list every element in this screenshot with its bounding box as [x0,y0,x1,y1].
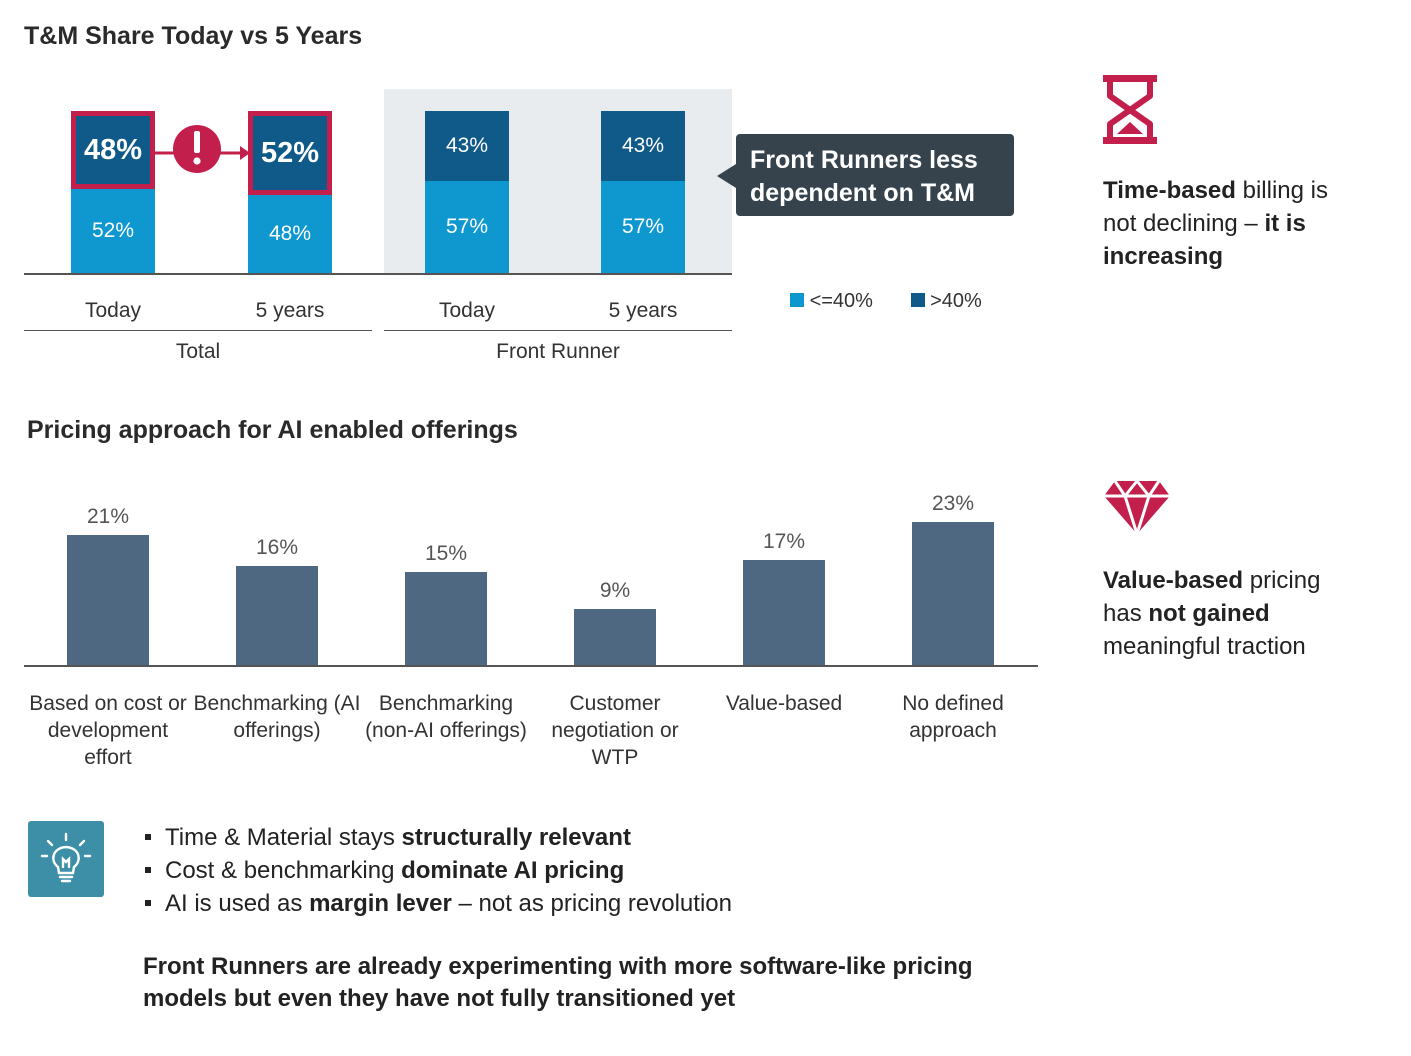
emphasis-text: Time-based [1103,177,1236,204]
group-label-total: Total [175,340,221,363]
group-label-front-runner: Front Runner [496,340,620,363]
group-divider-total [24,330,372,331]
bar-segment-low: 52% [71,188,155,273]
top-chart-baseline [24,273,732,275]
data-label: 17% [762,529,806,553]
diamond-icon [1104,479,1170,535]
lightbulb-icon [40,832,92,883]
bar-label-low: 57% [621,214,665,238]
legend-item-high: >40% [910,290,982,312]
callout-pointer [717,164,736,188]
category-label: Based on cost or development effort [29,692,187,769]
emphasis-text: margin lever [309,890,452,917]
bar-label-low: 48% [268,222,312,246]
insight-bullet: AI is used as margin lever – not as pric… [143,887,1023,920]
x-tick-label: 5 years [608,299,678,322]
group-divider-front-runner [384,330,732,331]
body-text: billing is not declining – [1103,177,1328,237]
bar-segment-low: 57% [601,180,685,273]
time-based-note: Time-based billing is not declining – it… [1103,174,1363,273]
category-label: Benchmarking (non-AI offerings) [365,692,527,742]
hourglass-icon [1103,75,1157,144]
warning-arrow [154,125,250,173]
category-label: Customer negotiation or WTP [551,692,679,769]
bar [236,565,318,665]
bar-label-high: 43% [445,133,489,157]
bar-segment-high: 43% [601,111,685,181]
legend-label-low: <=40% [809,290,873,312]
bullet-marker [145,833,151,840]
body-text: pricing has [1103,567,1321,627]
data-label: 23% [931,492,975,516]
bar-label-low: 52% [91,218,135,242]
bar-segment-low: 57% [425,180,509,273]
emphasis-text: not gained [1148,600,1270,627]
callout-text: Front Runners less dependent on T&M [750,146,978,207]
bar-label-high: 43% [621,133,665,157]
insight-icon-box [28,821,104,897]
x-tick-label: Today [84,299,142,322]
bar [574,609,656,665]
bullet-marker [145,899,151,906]
legend: <=40% >40% [790,290,982,313]
legend-swatch-low [790,293,804,307]
body-text: – not as pricing revolution [451,890,732,917]
data-label: 15% [424,542,468,565]
bar [743,559,825,665]
emphasis-text: it is increasing [1103,210,1306,270]
category-label: Value-based [725,692,843,715]
bottom-chart-baseline [24,665,1038,667]
tm-share-title: T&M Share Today vs 5 Years [24,22,363,50]
value-based-note: Value-based pricing has not gained meani… [1103,564,1353,663]
category-label: Benchmarking (AI offerings) [193,692,361,742]
data-label: 9% [599,579,631,603]
x-tick-label: 5 years [255,299,325,322]
category-label: No defined approach [902,692,1004,742]
data-label: 21% [86,504,130,528]
data-label: 16% [255,535,299,559]
body-text: AI is used as [165,890,310,917]
body-text: Cost & benchmarking [165,857,402,884]
pricing-approach-title: Pricing approach for AI enabled offering… [27,416,518,444]
insight-conclusion: Front Runners are already experimenting … [143,953,973,1012]
emphasis-text: Value-based [1103,567,1244,594]
bar-label-high: 48% [83,133,143,166]
emphasis-text: structurally relevant [401,824,631,851]
bar [67,534,149,665]
bar-label-low: 57% [445,214,489,238]
emphasis-text: dominate AI pricing [401,857,625,884]
bar-label-high: 52% [260,137,320,170]
bar-segment-high: 48% [71,111,155,189]
bar [405,572,487,665]
body-text: meaningful traction [1103,633,1306,660]
bar-segment-high: 43% [425,111,509,181]
legend-label-high: >40% [930,290,982,312]
bullet-marker [145,866,151,873]
insight-bullets: Time & Material stays structurally relev… [143,821,1023,920]
x-tick-label: Today [438,299,496,322]
legend-swatch-high [910,293,925,307]
legend-item-low: <=40% [790,290,873,312]
bar [912,522,994,665]
insight-bullet: Cost & benchmarking dominate AI pricing [143,854,1023,887]
callout-box: Front Runners less dependent on T&M [736,134,1014,216]
body-text: Time & Material stays [165,824,402,851]
insight-bullet: Time & Material stays structurally relev… [143,821,1023,854]
bar-segment-low: 48% [248,195,332,273]
bar-segment-high: 52% [248,111,332,196]
